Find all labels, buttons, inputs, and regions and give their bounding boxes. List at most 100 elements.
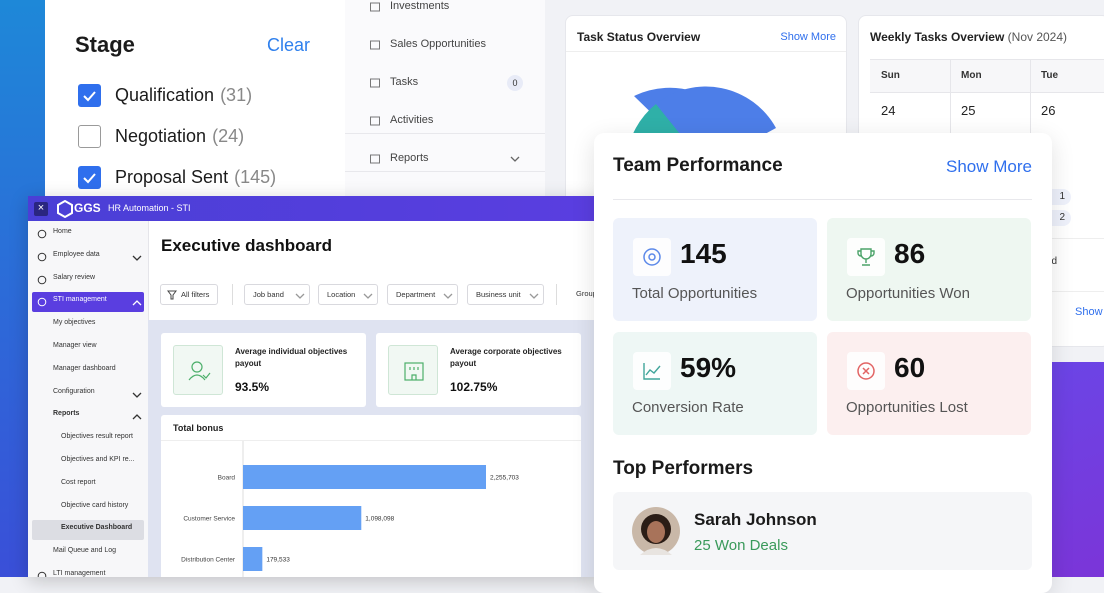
kpi-card: Average individual objectives payout 93.5…	[161, 333, 366, 407]
icon-shape	[409, 367, 419, 380]
icon-glyph	[857, 362, 875, 380]
sidebar-item[interactable]: Manager dashboard	[53, 364, 116, 372]
close-button[interactable]: ×	[34, 202, 48, 216]
icon-shape	[191, 361, 203, 373]
icon-shape	[37, 275, 47, 284]
option-count: (145)	[234, 167, 277, 187]
sidebar-item[interactable]: LTI management	[53, 570, 106, 577]
sidebar-item[interactable]: Mail Queue and Log	[53, 547, 117, 555]
option-name: Qualification	[115, 85, 215, 105]
date-cell: 26	[1041, 103, 1056, 118]
sidebar-item[interactable]: My objectives	[53, 319, 96, 327]
sidebar-item[interactable]: Home	[53, 228, 72, 235]
option-name: Negotiation	[115, 126, 207, 146]
sidebar-item[interactable]: Objective card history	[61, 501, 129, 509]
checkbox[interactable]	[78, 125, 101, 148]
divider	[613, 199, 1032, 200]
stat-tile: 145 Total Opportunities	[613, 218, 817, 321]
icon-shape	[370, 154, 380, 164]
icon-glyph	[857, 248, 875, 266]
checkbox[interactable]	[78, 84, 101, 107]
menu-icon	[370, 2, 380, 12]
filter-dropdown[interactable]: All filters	[160, 284, 218, 305]
chevron	[295, 293, 305, 299]
checkbox[interactable]	[78, 166, 101, 189]
sidebar-item[interactable]: Objectives result report	[61, 433, 133, 441]
kpi-label: Average corporate objectives payout	[450, 347, 562, 368]
menu-item[interactable]: Activities	[390, 114, 434, 126]
filter-bar: All filters Job band Location Department Bus…	[148, 276, 600, 316]
sidebar-item[interactable]: Salary review	[53, 273, 96, 281]
item-icon	[37, 571, 47, 577]
sidebar-item[interactable]: Configuration	[53, 387, 95, 395]
chevron-icon	[132, 255, 142, 261]
sidebar-item[interactable]: STI management	[53, 296, 107, 304]
icon-glyph	[643, 363, 661, 380]
icon-shape	[37, 229, 47, 239]
chart-title: Total bonus	[173, 423, 224, 433]
filter-dropdown[interactable]: Department	[387, 284, 458, 305]
kpi-icon	[388, 345, 438, 395]
sidebar: Home Employee data Salary review STI manage…	[28, 221, 149, 577]
option-label: Negotiation (24)	[115, 126, 244, 147]
stat-label: Total Opportunities	[632, 285, 758, 302]
menu-item[interactable]: Reports	[390, 152, 429, 164]
icon-shape	[37, 571, 47, 577]
bar	[243, 465, 486, 489]
team-performance-card: Team Performance Show More Top Performer…	[594, 133, 1052, 593]
period: (Nov 2024)	[1007, 30, 1068, 44]
icon-shape	[404, 362, 424, 381]
sidebar-item[interactable]: Manager view	[53, 342, 97, 349]
chevron	[510, 156, 520, 162]
chevron	[132, 392, 142, 398]
sidebar-item[interactable]: Executive Dashboard	[61, 524, 133, 532]
stat-icon	[632, 351, 672, 391]
active-item	[32, 292, 144, 313]
filter-label: All filters	[181, 290, 210, 299]
option-label: Proposal Sent (145)	[115, 167, 276, 188]
bar	[243, 506, 362, 530]
filter-label: Group	[576, 289, 597, 298]
show-more[interactable]: Show More	[780, 31, 836, 43]
app-title: HR Automation - STI	[108, 203, 191, 213]
sidebar-item[interactable]: Cost report	[61, 478, 96, 486]
performer-name: Sarah Johnson	[694, 510, 817, 529]
clear-button[interactable]: Clear	[267, 35, 311, 55]
card-title: Team Performance	[613, 155, 783, 176]
check	[83, 173, 96, 184]
menu-item[interactable]: Investments	[390, 0, 450, 12]
chevron-icon	[132, 300, 142, 306]
nav-menu: Investments Sales Opportunities Tasks Activ…	[345, 0, 545, 200]
day-header: Sun	[881, 70, 900, 81]
calendar-header	[870, 59, 1104, 93]
chevron	[132, 300, 142, 306]
option-count: (24)	[212, 126, 245, 146]
sidebar-item[interactable]: Objectives and KPI re...	[61, 456, 135, 463]
menu-icon	[370, 116, 380, 126]
item-icon	[37, 275, 47, 284]
chevron	[443, 293, 453, 299]
show-more[interactable]: Show More	[946, 157, 1032, 176]
filter-dropdown[interactable]: Business unit	[467, 284, 544, 305]
icon-glyph	[404, 362, 424, 381]
filter-panel: Stage Clear Investments Sales Opportuniti…	[45, 0, 545, 200]
sidebar-item[interactable]: Reports	[53, 410, 80, 418]
show-more[interactable]: Show	[1075, 306, 1103, 318]
logo-icon	[57, 200, 73, 218]
filter-icon	[167, 290, 177, 300]
sidebar-item[interactable]: Employee data	[53, 250, 100, 258]
filter-dropdown[interactable]: Location	[318, 284, 378, 305]
check	[83, 91, 96, 102]
icon-shape	[643, 363, 661, 380]
icon-glyph	[643, 248, 661, 266]
stat-value: 145	[680, 238, 727, 269]
date-cell: 24	[881, 103, 896, 118]
filter-dropdown[interactable]: Job band	[244, 284, 310, 305]
menu-item[interactable]: Tasks	[390, 76, 419, 88]
icon-shape	[370, 116, 380, 126]
kpi-card: Average corporate objectives payout 102.7…	[376, 333, 581, 407]
avatar-face	[647, 521, 665, 543]
option-label: Qualification (31)	[115, 85, 252, 106]
category-label: Distribution Center	[181, 557, 236, 564]
menu-item[interactable]: Sales Opportunities	[390, 38, 486, 50]
